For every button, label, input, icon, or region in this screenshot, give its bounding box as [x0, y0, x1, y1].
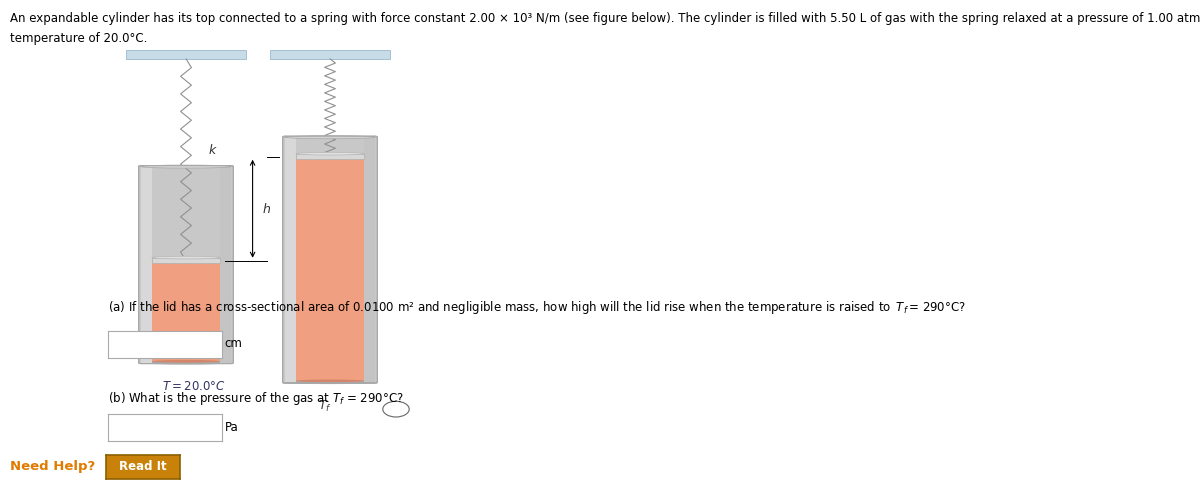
Ellipse shape: [152, 360, 221, 363]
Bar: [296, 157, 365, 381]
Text: (a) If the lid has a cross-sectional area of 0.0100 m² and negligible mass, how : (a) If the lid has a cross-sectional are…: [108, 299, 966, 316]
Text: $h$: $h$: [262, 202, 271, 216]
Text: Pa: Pa: [224, 421, 238, 434]
Text: $k$: $k$: [208, 143, 217, 157]
Bar: [296, 154, 365, 159]
Ellipse shape: [152, 256, 221, 259]
Bar: [152, 258, 221, 263]
Bar: [152, 261, 221, 361]
Ellipse shape: [286, 381, 374, 384]
Ellipse shape: [383, 401, 409, 417]
Ellipse shape: [142, 361, 230, 364]
FancyBboxPatch shape: [270, 50, 390, 59]
Text: Need Help?: Need Help?: [10, 460, 95, 473]
Text: $T = 20.0°C$: $T = 20.0°C$: [162, 380, 226, 393]
Text: Read It: Read It: [119, 461, 167, 473]
Ellipse shape: [286, 136, 374, 139]
Text: An expandable cylinder has its top connected to a spring with force constant 2.0: An expandable cylinder has its top conne…: [10, 12, 1200, 25]
Ellipse shape: [142, 165, 230, 168]
Ellipse shape: [295, 152, 365, 155]
Text: $i$: $i$: [394, 403, 398, 415]
Text: $T_f$: $T_f$: [318, 399, 332, 415]
Bar: [221, 167, 230, 363]
Text: (b) What is the pressure of the gas at $T_f$ = 290°C?: (b) What is the pressure of the gas at $…: [108, 390, 403, 407]
Text: temperature of 20.0°C.: temperature of 20.0°C.: [10, 32, 146, 45]
Text: cm: cm: [224, 338, 242, 350]
FancyBboxPatch shape: [139, 166, 233, 364]
Ellipse shape: [295, 380, 365, 382]
FancyBboxPatch shape: [126, 50, 246, 59]
Bar: [286, 137, 296, 382]
Bar: [142, 167, 152, 363]
Bar: [365, 137, 374, 382]
FancyBboxPatch shape: [283, 136, 377, 383]
